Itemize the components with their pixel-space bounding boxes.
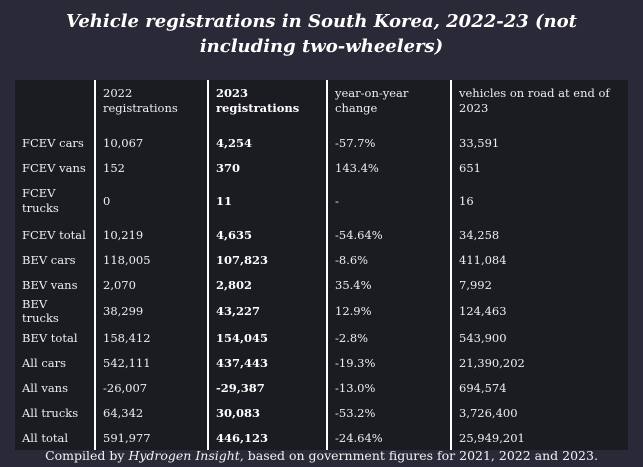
column-header: year-on-year change (326, 80, 451, 130)
table-cell: -26,007 (94, 375, 208, 400)
row-label: All cars (22, 355, 67, 370)
row-label: All trucks (22, 405, 79, 420)
table-cell: 10,219 (94, 222, 208, 247)
table-cell: 64,342 (94, 400, 208, 425)
table-cell: 35.4% (326, 272, 451, 297)
table-cell: 2,070 (94, 272, 208, 297)
table-row: All trucks 64,342 30,083 -53.2% 3,726,400 (15, 400, 628, 425)
column-header: 2023 registrations (207, 80, 327, 130)
table-row: BEV cars 118,005 107,823 -8.6% 411,084 (15, 247, 628, 272)
table-cell: 16 (450, 180, 628, 222)
table-cell: 124,463 (450, 297, 628, 325)
table-row: FCEV trucks 0 11-16 (15, 180, 628, 222)
table-cell: 33,591 (450, 130, 628, 155)
table-cell: 4,635 (207, 222, 327, 247)
table-cell: 437,443 (207, 350, 327, 375)
table-cell: 10,067 (94, 130, 208, 155)
table-row: FCEV cars 10,067 4,254 -57.7% 33,591 (15, 130, 628, 155)
table-row: BEV vans 2,070 2,802 35.4% 7,992 (15, 272, 628, 297)
table-cell: - (326, 180, 451, 222)
table-cell: 12.9% (326, 297, 451, 325)
table-cell: -29,387 (207, 375, 327, 400)
table-cell: 2,802 (207, 272, 327, 297)
table-row: All vans -26,007 -29,387 -13.0% 694,574 (15, 375, 628, 400)
table-cell: -19.3% (326, 350, 451, 375)
table-cell: 542,111 (94, 350, 208, 375)
column-header (15, 80, 95, 130)
row-label: FCEV total (22, 227, 86, 242)
table-cell: 694,574 (450, 375, 628, 400)
row-label: BEV cars (22, 252, 76, 267)
table-cell: 30,083 (207, 400, 327, 425)
table-row: All total 591,977 446,123 -24.64% 25,949,201 (15, 425, 628, 450)
row-label: BEV trucks (22, 297, 59, 325)
table-cell: 543,900 (450, 325, 628, 350)
table-cell: 34,258 (450, 222, 628, 247)
table-cell: 25,949,201 (450, 425, 628, 450)
footer-source: Hydrogen Insight (128, 448, 240, 463)
table-row: FCEV vans 152 370 143.4% 651 (15, 155, 628, 180)
table-cell: -8.6% (326, 247, 451, 272)
footer-suffix: , based on government figures for 2021, … (239, 448, 598, 463)
table-cell: 21,390,202 (450, 350, 628, 375)
column-header: 2022 registrations (94, 80, 208, 130)
table-cell: 118,005 (94, 247, 208, 272)
table-cell: -13.0% (326, 375, 451, 400)
row-label: BEV vans (22, 277, 78, 292)
table-cell: 651 (450, 155, 628, 180)
table-cell: 0 (94, 180, 208, 222)
page-title: Vehicle registrations in South Korea, 20… (66, 11, 577, 57)
registrations-table: 2022 registrations 2023 registrations year… (15, 80, 628, 450)
table-row: BEV total 158,412 154,045 -2.8% 543,900 (15, 325, 628, 350)
table-cell: 370 (207, 155, 327, 180)
table-cell: 158,412 (94, 325, 208, 350)
table-cell: 43,227 (207, 297, 327, 325)
table-cell: 152 (94, 155, 208, 180)
row-label: BEV total (22, 330, 78, 345)
table-cell: 11 (207, 180, 327, 222)
table-cell: 107,823 (207, 247, 327, 272)
table-cell: -53.2% (326, 400, 451, 425)
table-cell: 4,254 (207, 130, 327, 155)
table-cell: 411,084 (450, 247, 628, 272)
table-cell: -54.64% (326, 222, 451, 247)
row-label: FCEV cars (22, 135, 84, 150)
table-cell: 38,299 (94, 297, 208, 325)
table-row: BEV trucks 38,299 43,227 12.9% 124,463 (15, 297, 628, 325)
footer-prefix: Compiled by (45, 448, 129, 463)
footer-note: Compiled by Hydrogen Insight, based on g… (0, 448, 643, 463)
table-row: FCEV total 10,219 4,635 -54.64% 34,258 (15, 222, 628, 247)
table-row: All cars 542,111 437,443 -19.3% 21,390,202 (15, 350, 628, 375)
row-label: All total (22, 430, 69, 445)
table-cell: -2.8% (326, 325, 451, 350)
table-cell: 143.4% (326, 155, 451, 180)
table-cell: 154,045 (207, 325, 327, 350)
row-label: FCEV vans (22, 160, 86, 175)
table-cell: 446,123 (207, 425, 327, 450)
table-cell: -57.7% (326, 130, 451, 155)
table-cell: -24.64% (326, 425, 451, 450)
column-header: vehicles on road at end of 2023 (450, 80, 628, 130)
table-cell: 7,992 (450, 272, 628, 297)
table-cell: 3,726,400 (450, 400, 628, 425)
table-header-row: 2022 registrations 2023 registrations year… (15, 80, 628, 130)
row-label: FCEV trucks (22, 186, 59, 215)
table-cell: 591,977 (94, 425, 208, 450)
row-label: All vans (22, 380, 68, 395)
